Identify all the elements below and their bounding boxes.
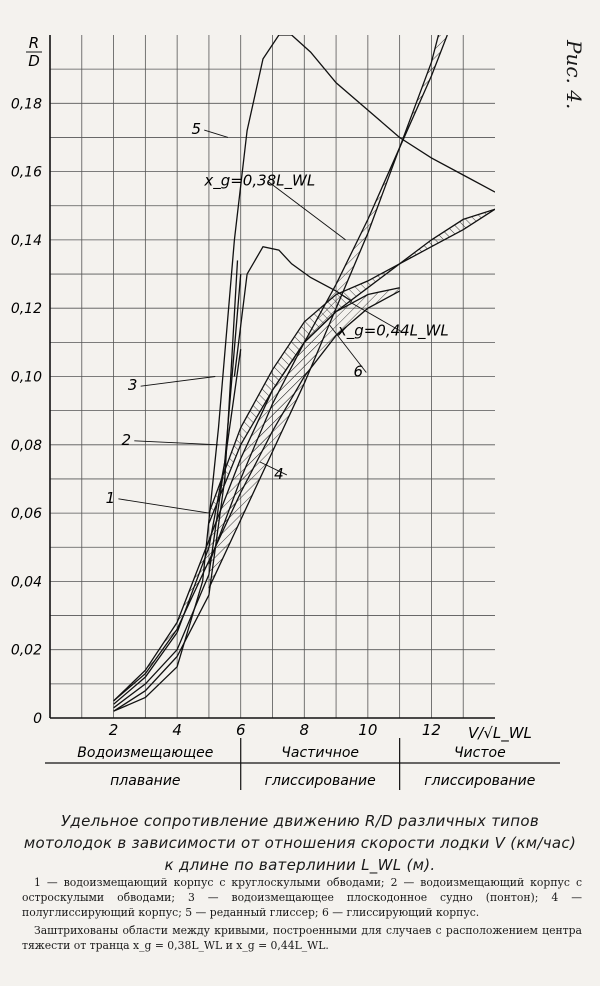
figure-legend: 1 — водоизмещающий корпус с круглоскулым…	[22, 875, 582, 956]
annotation-leader	[348, 300, 402, 332]
regime-label-bottom: глиссирование	[265, 773, 376, 789]
series-line	[208, 208, 495, 514]
annotation-label: 4	[274, 465, 284, 483]
y-tick-label: 0,14	[11, 233, 42, 249]
y-tick-label: 0,04	[11, 574, 42, 590]
chart-figure: 0 0,02 0,04 0,06 0,08 0,10 0,12 0,14 0,16 0,18 2 4 6…	[11, 34, 586, 790]
y-tick-label: 0,06	[11, 506, 42, 522]
annotation-leader	[140, 376, 216, 387]
y-tick-label: 0,08	[11, 438, 42, 454]
annotation-leader	[259, 461, 288, 476]
legend-paragraph-hatching: Заштрихованы области между кривыми, пост…	[22, 924, 582, 952]
y-tick-label: 0,02	[11, 643, 42, 659]
series-line	[208, 35, 448, 565]
x-tick-label: 12	[422, 721, 441, 739]
annotation-label: x_g=0,44L_WL	[337, 322, 449, 341]
regime-label-bottom: глиссирование	[424, 773, 535, 789]
x-tick-label: 8	[300, 721, 310, 739]
series-line	[233, 245, 353, 377]
regime-label-bottom: плавание	[110, 773, 180, 789]
annotation-leader	[204, 129, 229, 138]
y-tick-label: 0,18	[11, 96, 42, 112]
annotation-label: 5	[191, 120, 201, 138]
x-tick-label: 4	[172, 721, 182, 739]
regime-label-top: Частичное	[281, 745, 359, 761]
y-axis-label-den: D	[28, 52, 40, 70]
y-tick-label: 0,10	[11, 370, 42, 386]
x-tick-label: 6	[236, 721, 246, 739]
annotation-label: x_g=0,38L_WL	[203, 171, 315, 190]
series-line	[208, 208, 495, 524]
annotation-leader	[267, 180, 346, 241]
annotation-label: 3	[128, 376, 138, 394]
y-axis-label-num: R	[29, 34, 39, 52]
y-tick-label: 0	[33, 711, 42, 727]
annotation-label: 1	[106, 489, 116, 507]
x-tick-label: 10	[358, 721, 377, 739]
x-axis-label: V/√L_WL	[468, 724, 532, 743]
y-tick-label: 0,12	[11, 301, 42, 317]
figure-caption: Удельное сопротивление движению R/D разл…	[23, 812, 577, 874]
series-line	[113, 287, 400, 702]
hatched-region	[113, 287, 400, 701]
x-tick-label: 2	[109, 721, 119, 739]
series-line	[113, 290, 400, 702]
hatched-region	[208, 35, 448, 589]
annotation-label: 2	[122, 431, 132, 449]
regime-label-top: Водоизмещающее	[77, 745, 213, 761]
annotation-leader	[329, 324, 367, 373]
regime-label-top: Чистое	[454, 745, 506, 761]
series-line	[113, 35, 495, 712]
annotation-leader	[134, 440, 219, 446]
series-line	[113, 260, 239, 712]
legend-paragraph-curves: 1 — водоизмещающий корпус с круглоскулым…	[22, 876, 582, 919]
annotation-leader	[118, 498, 209, 514]
annotation-label: 6	[354, 363, 364, 381]
series-line	[208, 35, 440, 589]
chart-svg: 0 0,02 0,04 0,06 0,08 0,10 0,12 0,14 0,16 0,18 2 4 6…	[11, 34, 560, 790]
figure-number: Рис. 4.	[562, 40, 586, 110]
y-tick-label: 0,16	[11, 165, 42, 181]
